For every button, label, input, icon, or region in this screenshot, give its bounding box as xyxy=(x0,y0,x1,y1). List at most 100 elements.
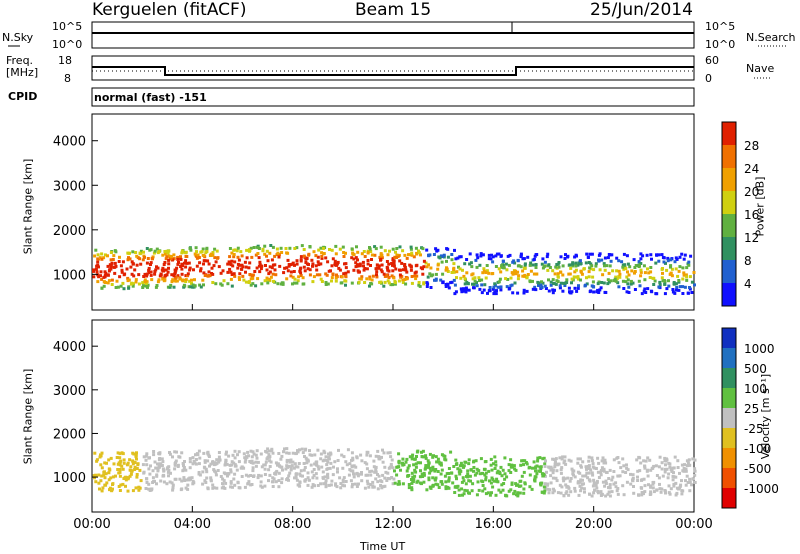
power-cell xyxy=(232,253,236,256)
velocity-cell xyxy=(138,468,142,472)
power-cell xyxy=(590,284,594,288)
power-cell xyxy=(94,248,98,252)
velocity-cell xyxy=(559,491,563,495)
velocity-cell xyxy=(561,477,565,481)
velocity-cell xyxy=(254,453,258,457)
power-cell xyxy=(446,255,450,259)
velocity-cell xyxy=(657,476,661,480)
power-cell xyxy=(475,284,479,288)
power-cell xyxy=(614,279,618,283)
velocity-cell xyxy=(453,491,457,494)
power-cell xyxy=(547,263,551,267)
velocity-cell xyxy=(617,461,621,465)
velocity-cell xyxy=(287,474,291,478)
velocity-cell xyxy=(344,480,348,483)
velocity-cell xyxy=(226,474,229,478)
velocity-cell xyxy=(298,448,301,452)
power-cell xyxy=(605,264,609,268)
power-cell xyxy=(648,276,652,279)
power-cell xyxy=(251,282,255,286)
power-cell xyxy=(460,289,464,293)
velocity-cell xyxy=(203,466,207,470)
velocity-cell xyxy=(466,472,470,476)
velocity-cell xyxy=(413,474,417,478)
power-cell xyxy=(228,267,232,271)
velocity-cell xyxy=(399,468,402,472)
velocity-colorbar-tick: 100 xyxy=(744,382,767,396)
velocity-cell xyxy=(490,468,494,472)
x-tick-label: 08:00 xyxy=(274,517,311,532)
velocity-cell xyxy=(591,484,595,488)
power-cell xyxy=(618,275,622,279)
power-cell xyxy=(555,279,559,283)
velocity-cell xyxy=(390,464,393,468)
power-cell xyxy=(352,257,356,261)
velocity-cell xyxy=(512,492,516,496)
velocity-cell xyxy=(444,480,448,484)
velocity-cell xyxy=(611,475,615,479)
power-cell xyxy=(219,282,223,286)
power-cell xyxy=(413,274,417,278)
power-cell xyxy=(154,268,158,272)
velocity-cell xyxy=(134,486,138,490)
power-cell xyxy=(552,282,556,286)
power-cell xyxy=(398,259,402,263)
power-cell xyxy=(534,266,538,269)
power-cell xyxy=(242,278,246,282)
velocity-cell xyxy=(453,485,457,489)
power-cell xyxy=(268,265,272,269)
power-cell xyxy=(450,271,454,274)
power-cell xyxy=(352,268,356,272)
power-cell xyxy=(422,265,426,269)
velocity-cell xyxy=(645,469,649,473)
noise-tick-right-bottom: 10^0 xyxy=(705,38,736,51)
velocity-cell xyxy=(277,452,281,455)
power-cell xyxy=(597,253,601,257)
velocity-cell xyxy=(116,462,120,466)
power-cell xyxy=(426,282,430,286)
velocity-cell xyxy=(685,459,689,463)
velocity-cell xyxy=(326,467,330,471)
velocity-cell xyxy=(271,476,275,480)
power-cell xyxy=(201,278,205,282)
power-cell xyxy=(338,247,342,251)
velocity-cell xyxy=(181,462,185,466)
power-cell xyxy=(597,280,601,284)
power-cell xyxy=(189,285,193,289)
velocity-cell xyxy=(410,478,413,481)
velocity-cell xyxy=(664,491,667,495)
velocity-cell xyxy=(295,451,298,455)
power-cell xyxy=(588,290,592,294)
velocity-cell xyxy=(233,483,237,487)
velocity-cell xyxy=(579,465,583,469)
velocity-cell xyxy=(284,467,288,471)
power-cell xyxy=(133,268,137,272)
power-cell xyxy=(525,289,529,293)
velocity-cell xyxy=(188,476,192,480)
velocity-cell xyxy=(518,479,522,483)
noise-tick-left-bottom: 10^0 xyxy=(52,38,83,51)
power-cell xyxy=(320,254,324,258)
velocity-cell xyxy=(447,476,451,480)
power-cell xyxy=(354,261,358,265)
power-cell xyxy=(622,287,626,290)
power-cell xyxy=(570,277,574,281)
power-cell xyxy=(306,267,310,271)
power-cell xyxy=(638,284,642,288)
velocity-cell xyxy=(616,487,620,490)
power-cell xyxy=(394,267,398,271)
velocity-cell xyxy=(481,480,485,484)
velocity-cell xyxy=(622,493,626,497)
velocity-cell xyxy=(406,466,410,470)
velocity-cell xyxy=(680,463,684,467)
velocity-cell xyxy=(341,466,345,470)
power-cell xyxy=(362,268,366,272)
velocity-cell xyxy=(509,488,513,492)
velocity-cell xyxy=(590,494,594,498)
power-cell xyxy=(646,267,649,271)
power-cell xyxy=(563,284,567,287)
velocity-cell xyxy=(586,476,590,480)
power-cell xyxy=(230,284,234,288)
velocity-cell xyxy=(650,467,654,470)
